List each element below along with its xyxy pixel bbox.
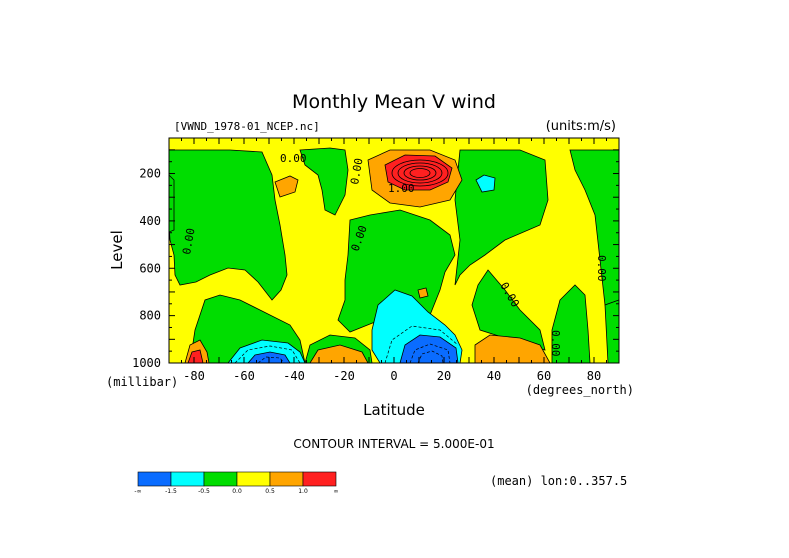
x-axis: -80 -60 -40 -20 0 20 40 60 80 (168, 138, 620, 383)
colorbar-tick-label: ∞ (334, 488, 339, 495)
region-green-upper (299, 147, 349, 216)
region-green-left-edge (169, 174, 175, 233)
region-orange-nh-low (474, 334, 551, 363)
x-tick-label: 20 (437, 369, 451, 383)
colorbar-tick-label: 0.0 (232, 488, 242, 495)
chart-title: Monthly Mean V wind (292, 91, 496, 113)
colorbar-swatch (203, 471, 238, 487)
units-label: (units:m/s) (546, 119, 616, 134)
x-tick-label: 0 (390, 369, 397, 383)
colorbar-swatch (302, 471, 337, 487)
region-orange-small (417, 287, 429, 299)
x-tick-label: 60 (537, 369, 551, 383)
colorbar-swatch (269, 471, 304, 487)
y-tick-label: 600 (139, 261, 161, 275)
colorbar: -∞ -1.5 -0.5 0.0 0.5 1.0 ∞ (134, 471, 339, 495)
region-cyan-upper (475, 174, 496, 193)
colorbar-tick-label: -0.5 (198, 488, 210, 495)
contour-interval-text: CONTOUR INTERVAL = 5.000E-01 (293, 437, 494, 451)
x-tick-label: 80 (587, 369, 601, 383)
contour-label: 0.00 (180, 227, 197, 255)
y-unit-label: (millibar) (106, 375, 178, 389)
contour-label: 1.00 (388, 182, 415, 195)
x-tick-label: -20 (333, 369, 355, 383)
colorbar-tick-label: 1.0 (298, 488, 308, 495)
y-tick-label: 200 (139, 167, 161, 181)
red-max-contours (391, 159, 449, 187)
y-axis: 200 400 600 800 1000 (132, 149, 619, 370)
y-tick-label: 400 (139, 214, 161, 228)
x-tick-label: -40 (283, 369, 305, 383)
dataset-label: [VWND_1978-01_NCEP.nc] (174, 120, 320, 133)
x-unit-label: (degrees_north) (526, 383, 634, 397)
colorbar-swatch (137, 471, 172, 487)
colorbar-tick-label: -1.5 (165, 488, 177, 495)
x-tick-label: -60 (233, 369, 255, 383)
region-red-max (384, 154, 453, 191)
contour-label: 0.00 (595, 255, 608, 282)
contour-label: 0.00 (280, 152, 307, 165)
y-axis-label: Level (108, 230, 126, 270)
contour-label: 0.00 (549, 330, 562, 357)
region-orange-sh-upper (274, 175, 299, 198)
colorbar-swatch (236, 471, 271, 487)
region-red-left-low (187, 349, 204, 363)
colorbar-swatch (170, 471, 205, 487)
region-green-polar (569, 149, 619, 306)
region-green-polar-low (551, 284, 591, 363)
region-blue-eq (399, 334, 459, 363)
x-axis-label: Latitude (363, 401, 425, 419)
contour-label: 0.00 (348, 157, 365, 185)
x-tick-label: 40 (487, 369, 501, 383)
averaging-text: (mean) lon:0..357.5 (490, 474, 627, 488)
contour-fill (169, 138, 619, 363)
x-tick-label: -80 (183, 369, 205, 383)
y-tick-label: 1000 (132, 356, 161, 370)
y-tick-label: 800 (139, 309, 161, 323)
region-green-sh (169, 149, 288, 301)
region-orange-sh-low (309, 344, 369, 363)
colorbar-tick-label: 0.5 (265, 488, 275, 495)
colorbar-tick-label: -∞ (134, 488, 141, 495)
